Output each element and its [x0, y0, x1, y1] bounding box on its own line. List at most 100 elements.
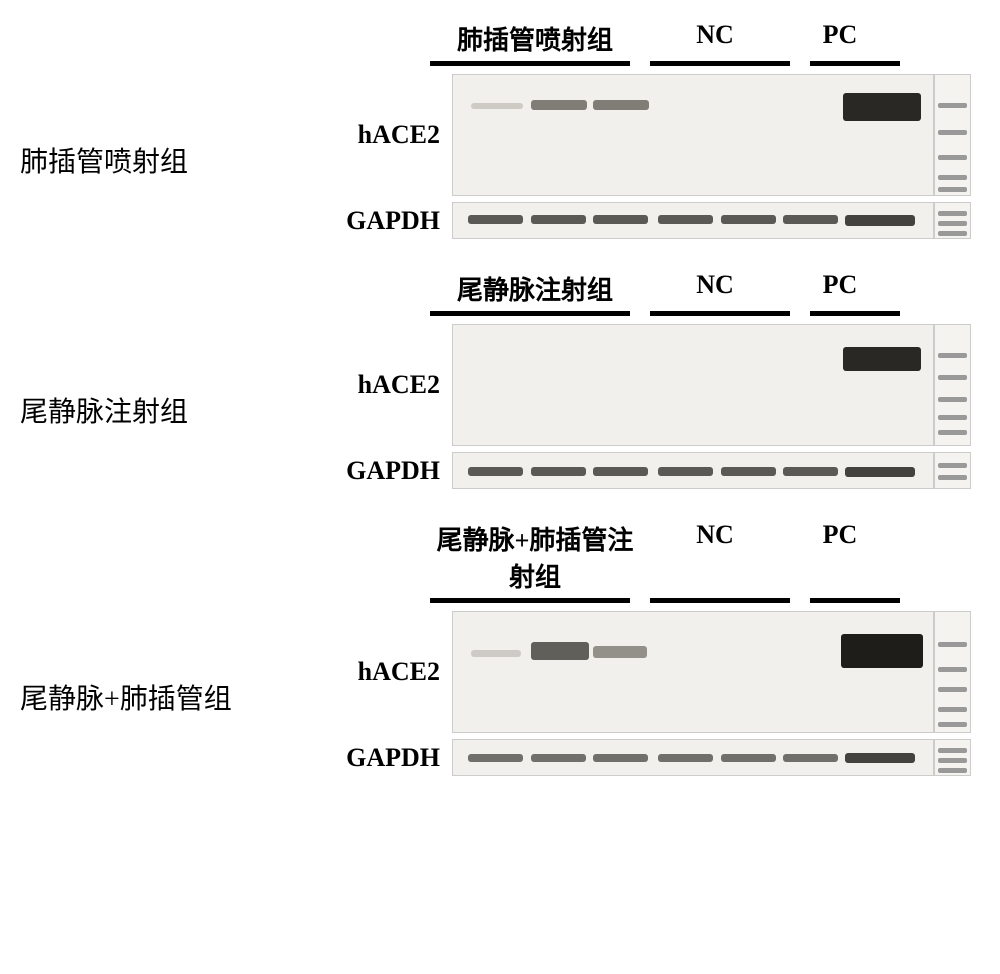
ladder-band — [938, 768, 967, 773]
gapdh-row: GAPDH — [320, 452, 980, 489]
hace2-row: hACE2 — [320, 324, 980, 446]
group-header-pc: PC — [790, 270, 890, 307]
ladder-band — [938, 375, 967, 380]
hace2-label: hACE2 — [320, 370, 452, 400]
underline-nc — [650, 311, 790, 316]
ladder — [934, 324, 971, 446]
ladder-band — [938, 463, 967, 468]
header-row: 尾静脉+肺插管注射组NCPC — [20, 520, 980, 594]
panel: 尾静脉+肺插管组hACE2 GAPDH — [20, 611, 980, 782]
ladder-band — [938, 211, 967, 216]
panel-label: 尾静脉注射组 — [20, 390, 320, 430]
underline-exp — [430, 598, 630, 603]
ladder — [934, 202, 971, 239]
underline-row — [20, 57, 980, 74]
ladder-band — [938, 155, 967, 160]
band — [721, 754, 776, 762]
band — [593, 100, 649, 110]
underline-nc — [650, 61, 790, 66]
ladder — [934, 74, 971, 196]
ladder-band — [938, 642, 967, 647]
ladder — [934, 611, 971, 733]
panel-content: hACE2 GAPDH — [320, 324, 980, 495]
underline-exp — [430, 311, 630, 316]
ladder — [934, 739, 971, 776]
hace2-row: hACE2 — [320, 74, 980, 196]
band — [531, 467, 586, 476]
header-row: 尾静脉注射组NCPC — [20, 270, 980, 307]
hace2-label: hACE2 — [320, 120, 452, 150]
panel-wrapper: 尾静脉注射组NCPC尾静脉注射组hACE2GAPDH — [20, 270, 980, 505]
panel-content: hACE2 GAPDH — [320, 74, 980, 245]
underline-nc — [650, 598, 790, 603]
band — [783, 467, 838, 476]
gapdh-row: GAPDH — [320, 739, 980, 776]
hace2-row: hACE2 — [320, 611, 980, 733]
gapdh-blot — [452, 452, 934, 489]
gapdh-label: GAPDH — [320, 206, 452, 236]
group-header-nc: NC — [640, 270, 790, 307]
panel-content: hACE2 GAPDH — [320, 611, 980, 782]
gapdh-blot — [452, 202, 934, 239]
ladder-band — [938, 758, 967, 763]
band — [843, 93, 921, 121]
hace2-blot — [452, 324, 934, 446]
panel-label: 尾静脉+肺插管组 — [20, 677, 320, 717]
band — [841, 634, 923, 668]
underline-row — [20, 307, 980, 324]
band — [783, 754, 838, 762]
band — [593, 754, 648, 762]
ladder-band — [938, 221, 967, 226]
band — [845, 753, 915, 763]
band — [468, 215, 523, 224]
group-header-pc: PC — [790, 520, 890, 594]
band — [531, 642, 589, 660]
band — [593, 646, 647, 658]
group-header-exp: 尾静脉+肺插管注射组 — [430, 520, 640, 594]
group-header-pc: PC — [790, 20, 890, 57]
hace2-label: hACE2 — [320, 657, 452, 687]
group-header-exp: 尾静脉注射组 — [430, 270, 640, 307]
band — [721, 467, 776, 476]
underline-pc — [810, 61, 900, 66]
panel: 尾静脉注射组hACE2 GAPDH — [20, 324, 980, 495]
band — [531, 754, 586, 762]
panel-wrapper: 尾静脉+肺插管注射组NCPC 尾静脉+肺插管组hACE2 GAPDH — [20, 520, 980, 792]
ladder-band — [938, 103, 967, 108]
ladder-band — [938, 430, 967, 435]
ladder-band — [938, 667, 967, 672]
western-blot-figure: 肺插管喷射组NCPC肺插管喷射组hACE2GAPDH尾静脉注射组NCPC尾静脉注… — [20, 20, 980, 807]
group-header-nc: NC — [640, 20, 790, 57]
band — [531, 100, 587, 110]
ladder-band — [938, 415, 967, 420]
ladder-band — [938, 707, 967, 712]
panel: 肺插管喷射组hACE2GAPDH — [20, 74, 980, 245]
underline-exp — [430, 61, 630, 66]
gapdh-label: GAPDH — [320, 456, 452, 486]
hace2-blot — [452, 611, 934, 733]
underline-pc — [810, 598, 900, 603]
band — [658, 754, 713, 762]
group-header-nc: NC — [640, 520, 790, 594]
ladder-band — [938, 687, 967, 692]
band — [593, 215, 648, 224]
ladder-band — [938, 475, 967, 480]
band — [471, 103, 523, 109]
band — [658, 467, 713, 476]
band — [783, 215, 838, 224]
band — [845, 467, 915, 477]
gapdh-row: GAPDH — [320, 202, 980, 239]
underline-pc — [810, 311, 900, 316]
band — [531, 215, 586, 224]
gapdh-label: GAPDH — [320, 743, 452, 773]
ladder-band — [938, 397, 967, 402]
underline-row — [20, 594, 980, 611]
band — [468, 754, 523, 762]
panel-wrapper: 肺插管喷射组NCPC肺插管喷射组hACE2GAPDH — [20, 20, 980, 255]
ladder-band — [938, 130, 967, 135]
ladder — [934, 452, 971, 489]
ladder-band — [938, 722, 967, 727]
ladder-band — [938, 175, 967, 180]
band — [658, 215, 713, 224]
header-row: 肺插管喷射组NCPC — [20, 20, 980, 57]
